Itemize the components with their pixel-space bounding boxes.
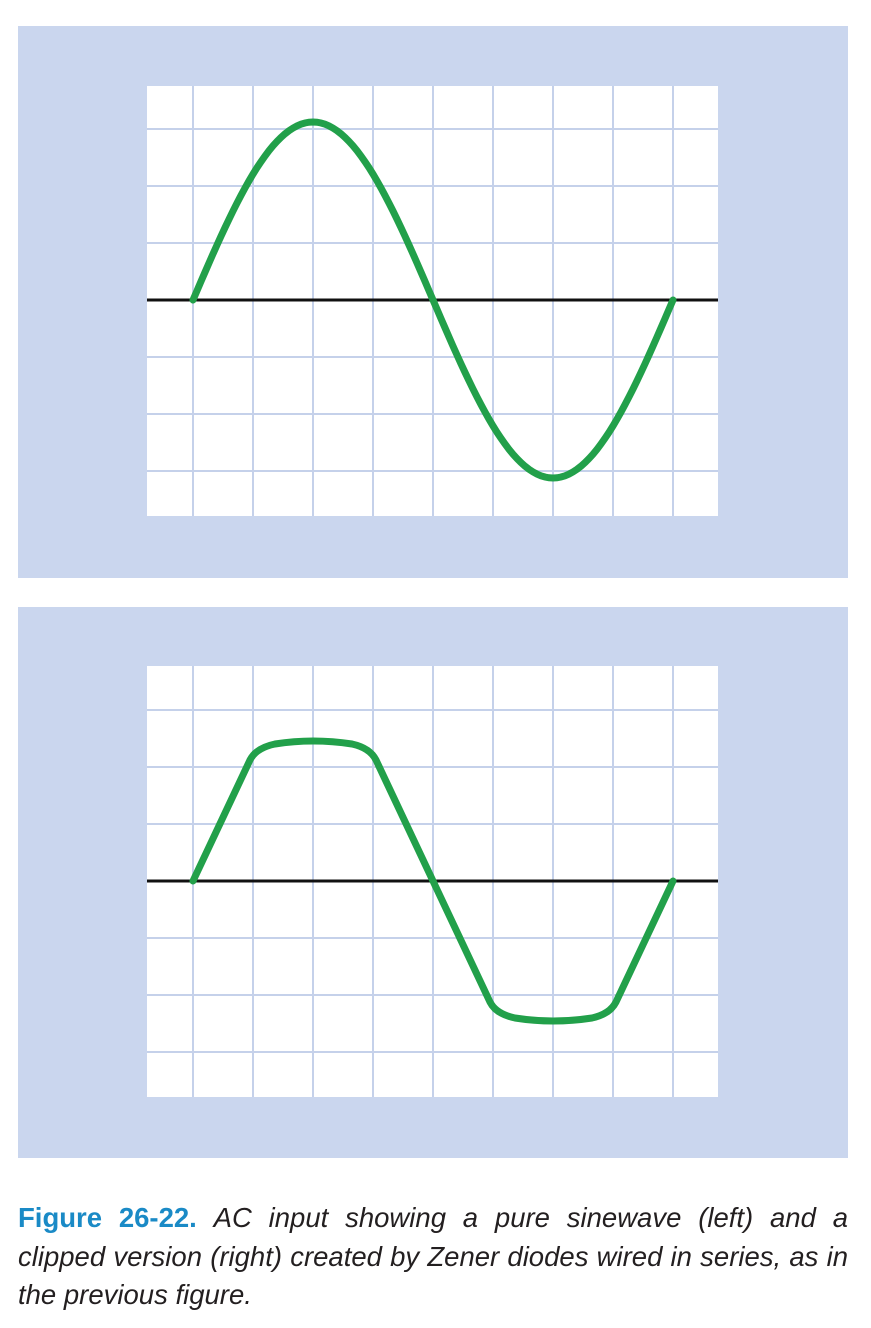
sine-wave (189, 118, 677, 482)
caption: Figure 26-22. AC input showing a pure si… (18, 1199, 848, 1315)
caption-label: Figure 26-22. (18, 1202, 197, 1233)
caption-text: AC input showing a pure sinewave (left) … (18, 1202, 849, 1310)
figure (18, 26, 848, 1158)
clipped-wave (189, 737, 677, 1025)
